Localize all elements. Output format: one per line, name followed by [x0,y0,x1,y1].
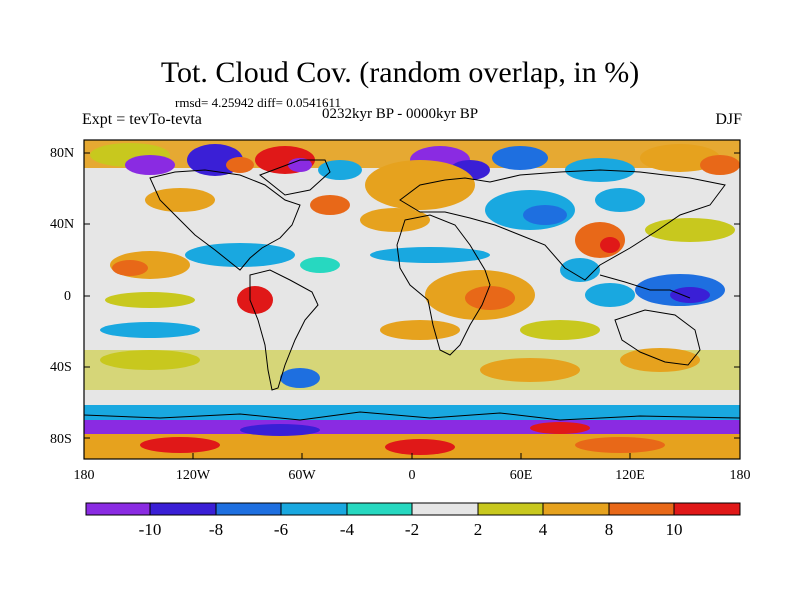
colorbar-box [411,502,479,516]
lat-label: 40S [50,360,72,375]
colorbar [85,502,741,516]
lon-label: 180 [73,468,95,483]
lon-label: 0 [408,468,416,483]
colorbar-box [608,502,675,516]
colorbar-tick-label: -4 [339,520,355,539]
lon-label: 60W [288,468,316,483]
colorbar-box [215,502,282,516]
anomaly-fields [84,140,740,459]
lon-label: 120W [175,468,211,483]
period-label: 0232kyr BP - 0000kyr BP [322,106,479,122]
colorbar-box [673,502,741,516]
experiment-label: Expt = tevTo-tevta [82,111,202,128]
colorbar-box [542,502,610,516]
lat-label: 0 [64,289,71,304]
lon-label: 120E [615,468,645,483]
stats-label: rmsd= 4.25942 diff= 0.0541611 [175,95,341,110]
colorbar-box [477,502,544,516]
colorbar-tick-label: -6 [273,520,289,539]
colorbar-tick-label: -8 [208,520,224,539]
axis-ticks [84,152,740,459]
lon-label: 60E [509,468,533,483]
lat-label: 40N [50,217,75,232]
colorbar-tick-label: 4 [538,520,548,539]
lat-label: 80S [50,432,72,447]
coastlines [84,159,740,421]
colorbar-box [280,502,348,516]
colorbar-tick-label: 2 [473,520,483,539]
colorbar-box [346,502,413,516]
lat-label: 80N [50,146,75,161]
colorbar-box [85,502,151,516]
colorbar-tick-label: 8 [604,520,614,539]
lon-label: 180 [729,468,751,483]
chart-title: Tot. Cloud Cov. (random overlap, in %) [160,56,640,89]
colorbar-tick-label: -10 [138,520,162,539]
season-label: DJF [715,111,742,128]
colorbar-box [149,502,217,516]
colorbar-tick-label: 10 [665,520,683,539]
colorbar-tick-label: -2 [404,520,420,539]
